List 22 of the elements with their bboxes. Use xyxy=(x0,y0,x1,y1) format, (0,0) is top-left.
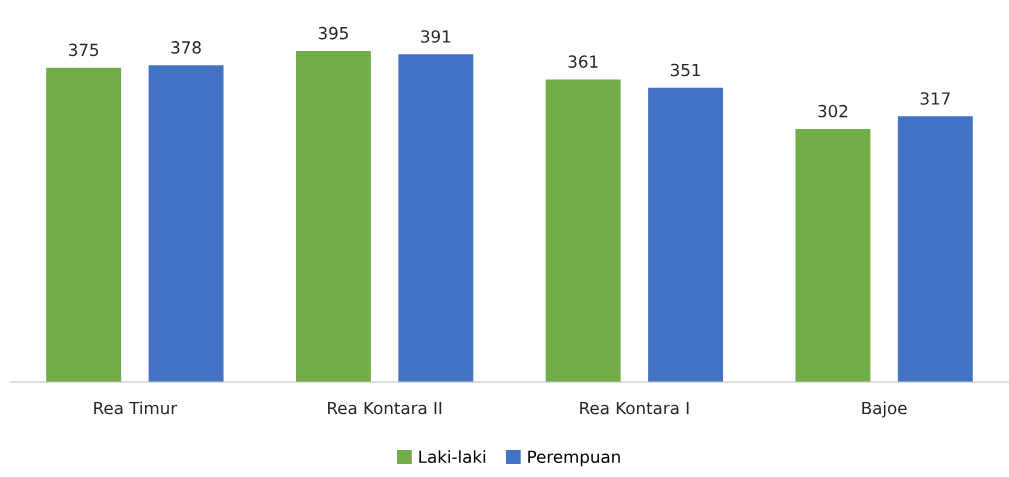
bar xyxy=(46,67,122,382)
x-tick-label: Rea Kontara I xyxy=(580,401,689,415)
data-label: 317 xyxy=(920,92,950,105)
data-label: 351 xyxy=(670,63,700,77)
x-tick-label: Rea Timur xyxy=(94,401,178,415)
bar xyxy=(648,87,724,382)
legend-label: Laki-laki xyxy=(419,450,486,464)
x-tick-label: Bajoe xyxy=(862,401,907,418)
data-label: 375 xyxy=(69,43,99,57)
data-label: 391 xyxy=(421,30,451,43)
bar xyxy=(897,116,973,382)
bar xyxy=(545,79,621,382)
data-label: 378 xyxy=(171,41,201,54)
legend-label: Perempuan xyxy=(528,450,620,467)
data-label: 361 xyxy=(568,55,598,68)
bar xyxy=(795,128,871,382)
bar xyxy=(398,54,474,382)
data-label: 395 xyxy=(318,26,348,40)
data-label: 302 xyxy=(818,104,848,118)
bar xyxy=(148,65,224,382)
bar xyxy=(295,51,371,382)
x-tick-label: Rea Kontara II xyxy=(328,401,442,415)
